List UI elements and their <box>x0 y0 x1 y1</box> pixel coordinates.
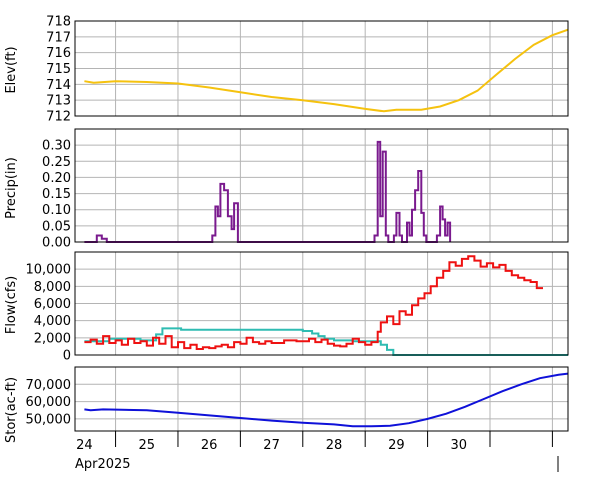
flow-ytick-label: 2,000 <box>34 331 71 346</box>
storage-ylabel: Stor(ac-ft) <box>4 377 19 443</box>
flow-panel: Flow(cfs) 0 2,000 4,000 6,000 8,000 10,000 <box>4 251 569 364</box>
precipitation-ytick-label: 0.05 <box>42 219 71 234</box>
flow-ytick-label: 4,000 <box>34 314 71 329</box>
storage-plot-frame <box>74 366 569 432</box>
x-day-label: 24 <box>76 438 93 453</box>
x-day-label: 30 <box>451 438 468 453</box>
elevation-ytick-label: 713 <box>46 94 71 109</box>
elevation-ylabel: Elev(ft) <box>4 46 19 93</box>
flow-plot-frame <box>74 251 569 356</box>
x-day-label: 27 <box>263 438 280 453</box>
x-day-label: 25 <box>138 438 155 453</box>
precipitation-ytick-label: 0.30 <box>42 139 71 154</box>
elevation-plot-frame <box>74 20 569 117</box>
x-day-label: 26 <box>201 438 218 453</box>
precipitation-ylabel: Precip(in) <box>4 157 19 219</box>
x-day-label: 29 <box>388 438 405 453</box>
precipitation-plot-frame <box>74 128 569 243</box>
precipitation-ytick-label: 0.20 <box>42 171 71 186</box>
elevation-series-0-line <box>84 28 569 113</box>
precipitation-ytick-label: 0.00 <box>42 236 71 251</box>
month-label: Apr2025 <box>75 457 131 472</box>
elevation-ytick-label: 712 <box>46 110 71 125</box>
flow-series-1-line <box>84 255 543 350</box>
precipitation-ytick-label: 0.15 <box>42 187 71 202</box>
elevation-ytick-label: 714 <box>46 78 71 93</box>
flow-ytick-label: 0 <box>63 349 71 364</box>
elevation-ytick-label: 717 <box>46 30 71 45</box>
precipitation-series-0-line <box>84 140 452 243</box>
storage-ytick-label: 70,000 <box>26 378 72 393</box>
storage-series-0-line <box>84 372 569 428</box>
storage-panel: Stor(ac-ft) 50,000 60,000 70,000 <box>4 366 569 443</box>
elevation-ytick-label: 715 <box>46 62 71 77</box>
flow-ytick-label: 10,000 <box>26 263 72 278</box>
x-axis: Apr2025 24 25 26 27 28 29 30 <box>75 431 559 472</box>
precipitation-ytick-label: 0.10 <box>42 203 71 218</box>
precipitation-ytick-label: 0.25 <box>42 155 71 170</box>
flow-ytick-label: 6,000 <box>34 297 71 312</box>
elevation-ytick-label: 716 <box>46 46 71 61</box>
elevation-ytick-label: 718 <box>46 15 71 30</box>
flow-series-0-line <box>84 327 568 356</box>
flow-ytick-label: 8,000 <box>34 280 71 295</box>
flow-ylabel: Flow(cfs) <box>4 276 19 334</box>
storage-ytick-label: 60,000 <box>26 395 72 410</box>
precipitation-panel: Precip(in) 0.00 0.050.100.150.200.250.30 <box>4 128 569 251</box>
x-day-label: 28 <box>326 438 343 453</box>
storage-ytick-label: 50,000 <box>26 412 72 427</box>
